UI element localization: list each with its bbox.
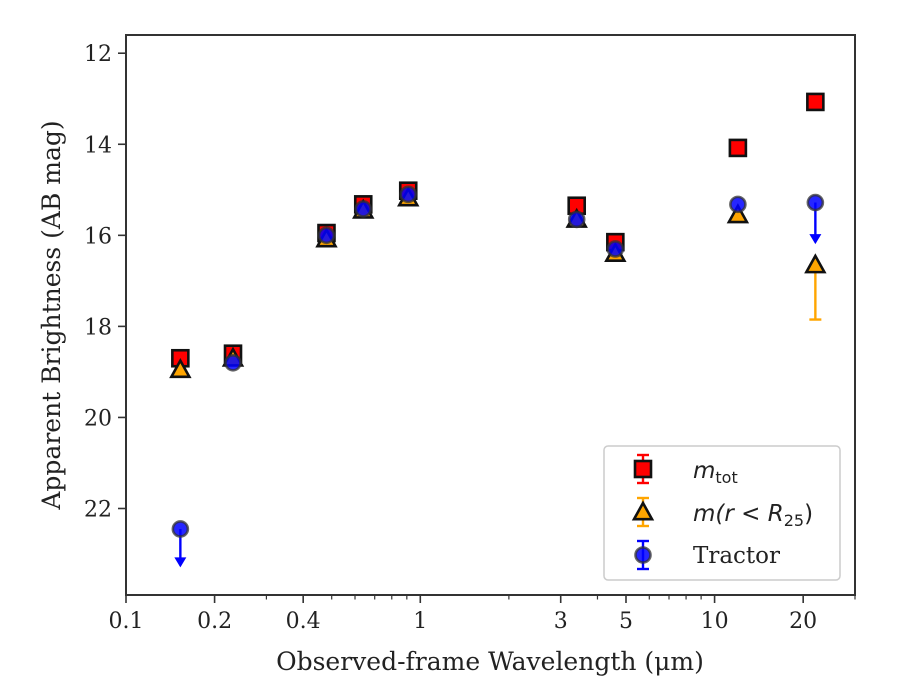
data-point — [606, 240, 625, 258]
x-tick-label: 10 — [701, 609, 729, 634]
y-tick-label: 18 — [84, 315, 112, 340]
legend-label-mtot: mtot — [693, 458, 738, 487]
data-point — [728, 138, 748, 158]
x-axis-title: Observed-frame Wavelength (μm) — [276, 647, 704, 676]
upper-limit-arrowhead — [174, 557, 187, 568]
legend: mtot m(r < R25) Tractor — [603, 445, 841, 581]
y-tick-label: 22 — [84, 497, 112, 522]
data-point — [317, 226, 336, 245]
data-point — [726, 203, 750, 224]
data-point — [806, 92, 825, 112]
legend-marker-square — [633, 459, 653, 479]
y-tick-label: 12 — [84, 42, 112, 67]
data-point — [354, 200, 373, 218]
data-point — [169, 357, 192, 379]
legend-marker-circle — [634, 546, 652, 564]
legend-markers — [631, 453, 655, 571]
data-point — [567, 210, 586, 229]
x-tick-label: 20 — [789, 609, 817, 634]
y-tick-label: 14 — [84, 133, 112, 158]
data-point — [804, 253, 827, 274]
axis-ticks: 0.1 0.2 0.4 1 3 5 10 20 12 14 16 18 20 22 — [84, 42, 856, 634]
legend-label-m-r25: m(r < R25) — [693, 501, 813, 530]
data-point — [171, 520, 190, 538]
series-tractor — [171, 185, 825, 568]
x-tick-label: 0.2 — [197, 609, 232, 634]
y-tick-label: 16 — [84, 224, 112, 249]
data-point — [806, 193, 825, 212]
legend-box — [603, 445, 841, 581]
plot-frame — [125, 34, 856, 596]
y-axis-title: Apparent Brightness (AB mag) — [37, 120, 66, 510]
x-tick-label: 5 — [619, 609, 633, 634]
x-tick-label: 3 — [554, 609, 568, 634]
data-point — [729, 195, 747, 214]
data-layer — [169, 92, 827, 568]
upper-limit-arrowhead — [809, 234, 822, 245]
y-tick-label: 20 — [84, 406, 112, 431]
data-point — [399, 185, 418, 204]
x-tick-label: 0.1 — [109, 609, 144, 634]
x-tick-label: 1 — [413, 609, 427, 634]
x-tick-label: 0.4 — [286, 609, 321, 634]
legend-marker-triangle — [631, 500, 655, 521]
legend-label-tractor: Tractor — [693, 543, 780, 569]
data-point — [224, 354, 242, 372]
